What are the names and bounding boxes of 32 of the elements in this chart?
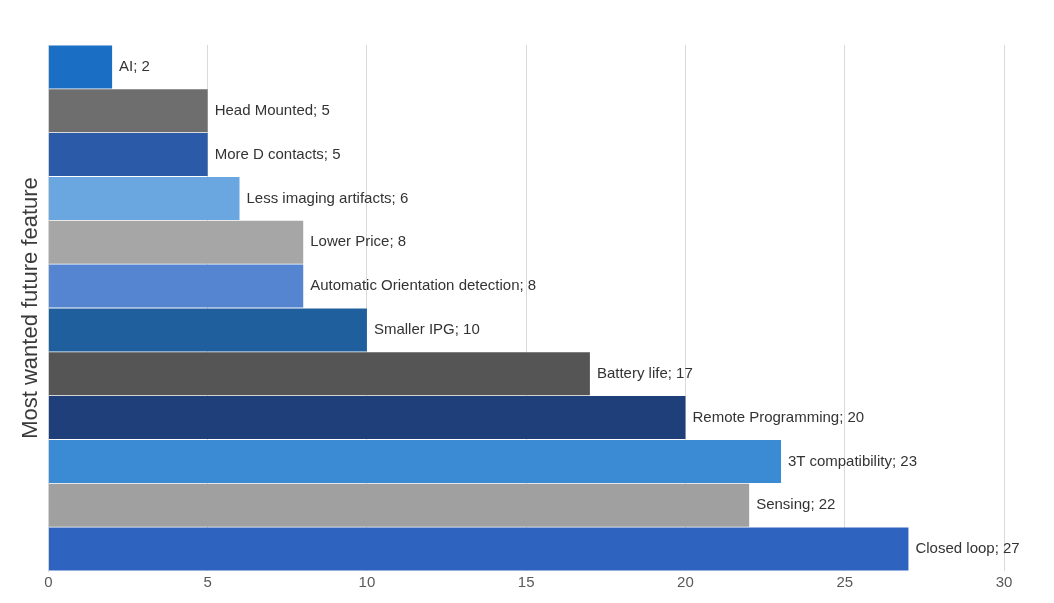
bar (48, 133, 208, 177)
x-tick-label: 30 (995, 573, 1013, 591)
bar (48, 89, 208, 133)
bar (48, 439, 782, 483)
bar (48, 396, 686, 440)
x-tick-label: 20 (677, 573, 694, 591)
x-tick-label: 10 (358, 573, 376, 591)
data-label: Smaller IPG; 10 (373, 320, 480, 338)
data-label: Automatic Orientation detection; 8 (310, 276, 537, 294)
data-label: Remote Programming; 20 (692, 407, 865, 425)
data-label: Less imaging artifacts; 6 (246, 188, 409, 206)
bar (48, 527, 909, 571)
bar (48, 352, 590, 396)
data-label: Battery life; 17 (596, 363, 693, 381)
bar (48, 45, 113, 89)
x-tick-label: 15 (517, 573, 535, 591)
bar (48, 483, 750, 527)
data-label: Lower Price; 8 (310, 232, 407, 250)
x-tick-label: 25 (836, 573, 854, 591)
data-label: Sensing; 22 (756, 495, 836, 513)
bar (48, 264, 304, 308)
data-label: Closed loop; 27 (915, 539, 1020, 557)
x-tick-label: 0 (44, 573, 53, 591)
bar (48, 220, 304, 264)
data-label: 3T compatibility; 23 (788, 451, 917, 469)
data-label: AI; 2 (119, 57, 150, 75)
x-tick-label: 5 (203, 573, 212, 591)
bar (48, 308, 367, 352)
y-axis-title: Most wanted future feature (17, 177, 43, 439)
bar (48, 176, 240, 220)
data-label: Head Mounted; 5 (214, 100, 330, 118)
data-label: More D contacts; 5 (214, 144, 341, 162)
